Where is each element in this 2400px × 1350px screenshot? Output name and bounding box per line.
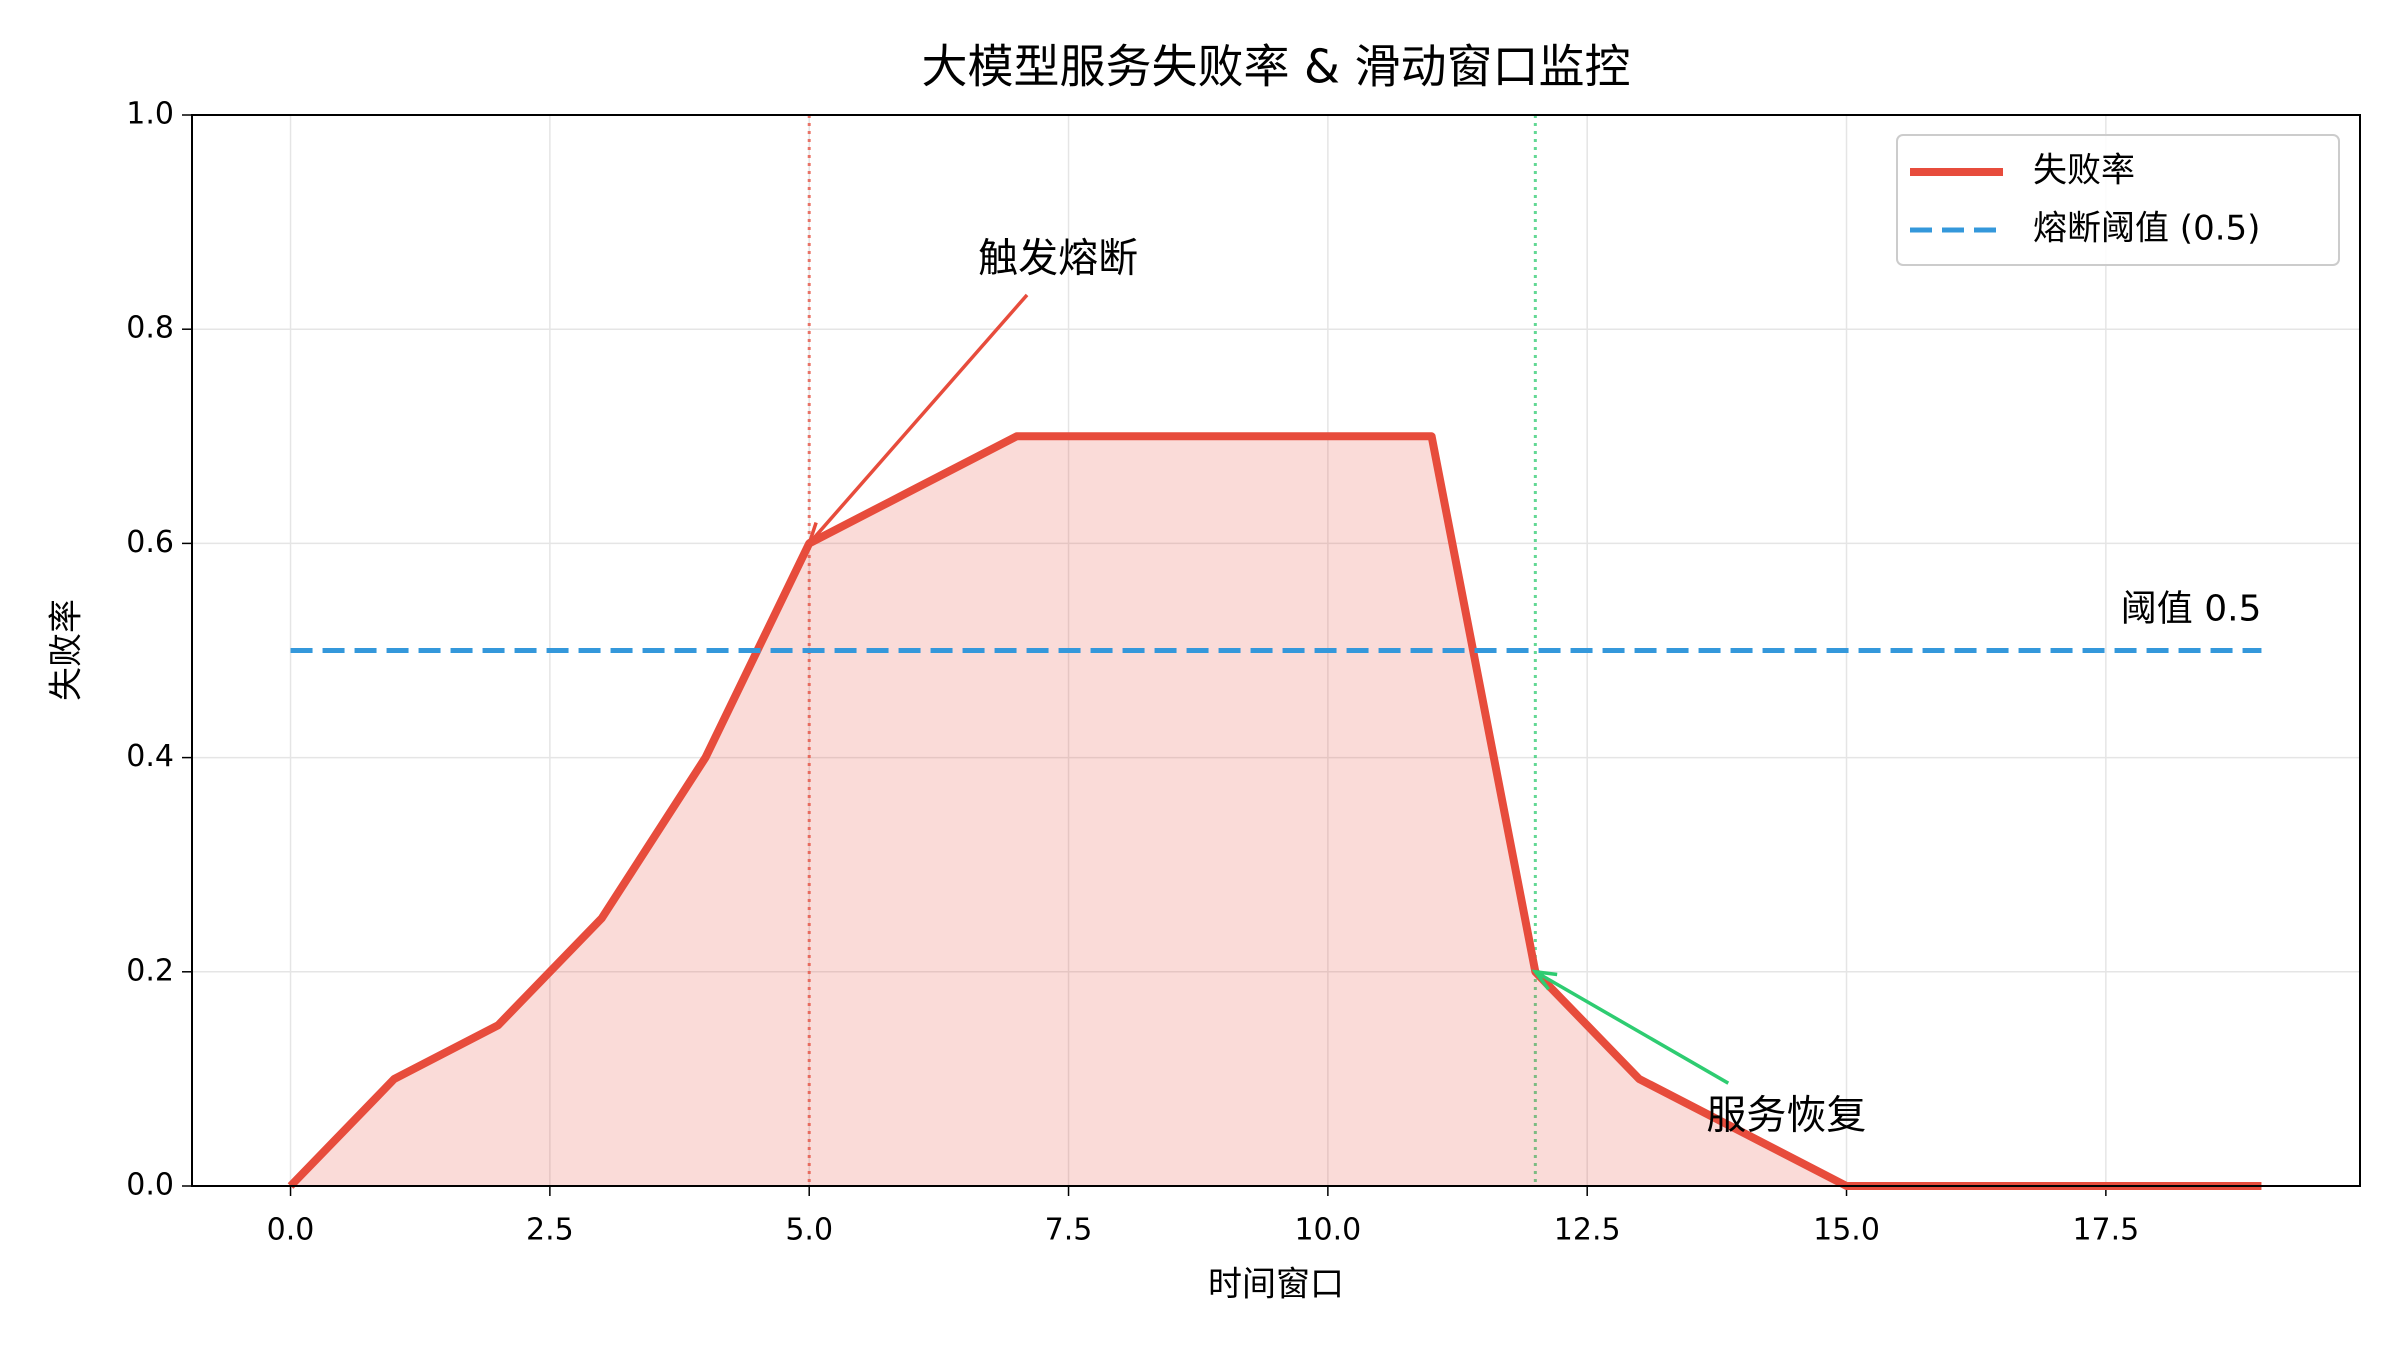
legend-label: 失败率 xyxy=(2033,151,2135,191)
threshold-label: 阈值 0.5 xyxy=(2121,589,2262,630)
x-tick-label: 12.5 xyxy=(1554,1213,1621,1248)
x-axis-label: 时间窗口 xyxy=(1208,1265,1344,1305)
annotation-arrow xyxy=(812,293,1029,540)
x-tick-label: 5.0 xyxy=(785,1213,833,1248)
x-tick-label: 2.5 xyxy=(526,1213,574,1248)
y-tick-label: 1.0 xyxy=(126,97,174,132)
x-tick-label: 7.5 xyxy=(1045,1213,1093,1248)
y-axis-label: 失败率 xyxy=(47,599,87,701)
annotation-text: 服务恢复 xyxy=(1706,1092,1866,1138)
annotation-arrow xyxy=(1538,972,1730,1085)
legend-box xyxy=(1896,134,2340,266)
area-fill xyxy=(290,436,2262,1186)
x-tick-label: 15.0 xyxy=(1813,1213,1880,1248)
x-tick-label: 10.0 xyxy=(1294,1213,1361,1248)
legend-label: 熔断阈值 (0.5) xyxy=(2033,209,2260,249)
annotation-arrowhead xyxy=(806,521,830,547)
y-tick-label: 0.6 xyxy=(126,525,174,560)
y-tick-label: 0.2 xyxy=(126,953,174,988)
annotation-text: 触发熔断 xyxy=(978,236,1138,282)
y-tick-label: 0.4 xyxy=(126,739,174,774)
y-tick-label: 0.0 xyxy=(126,1168,174,1203)
y-tick-label: 0.8 xyxy=(126,311,174,346)
plot-frame xyxy=(191,114,2361,1187)
chart-title: 大模型服务失败率 & 滑动窗口监控 xyxy=(921,40,1630,94)
annotation-arrowhead xyxy=(1531,969,1558,991)
x-tick-label: 0.0 xyxy=(267,1213,315,1248)
x-tick-label: 17.5 xyxy=(2072,1213,2139,1248)
